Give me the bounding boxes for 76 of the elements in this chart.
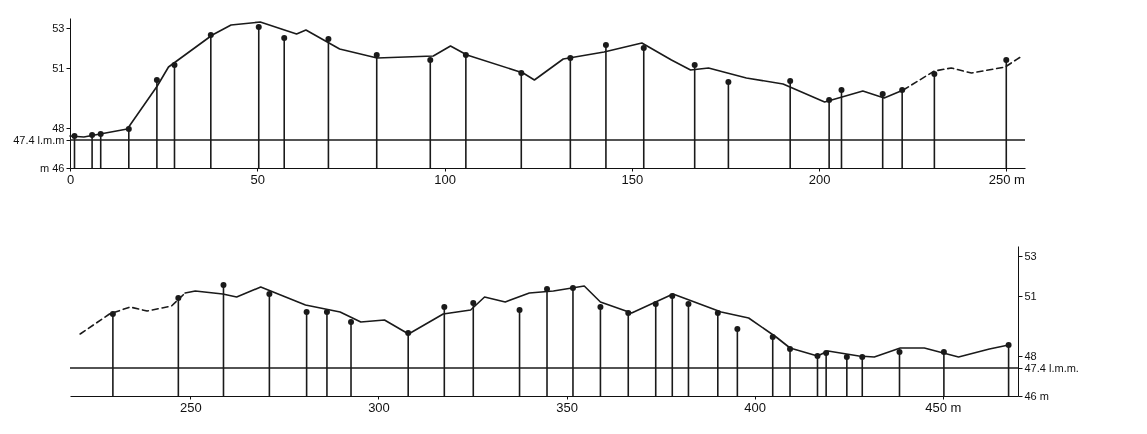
point <box>769 334 776 340</box>
point <box>931 71 938 77</box>
point <box>462 52 469 58</box>
point <box>1005 342 1012 348</box>
point <box>518 70 525 76</box>
x-tick-label: 400 <box>744 399 767 415</box>
x-tick-label: 250 <box>180 399 202 415</box>
point <box>544 286 551 292</box>
y-tick-label: 51 <box>52 61 65 74</box>
y2-tick-label: 47.4 l.m.m. <box>1024 361 1079 374</box>
point <box>669 293 676 299</box>
x-tick-label: 100 <box>434 171 456 187</box>
point <box>427 57 434 63</box>
point <box>441 304 448 310</box>
point <box>597 304 604 310</box>
y2-tick-label: 53 <box>1024 249 1037 262</box>
x-tick-label: 300 <box>368 399 390 415</box>
point <box>899 87 906 93</box>
y-tick-label: 53 <box>52 21 65 34</box>
point <box>691 62 698 68</box>
point <box>348 319 355 325</box>
y2-tick-label: 51 <box>1024 289 1037 302</box>
point <box>125 126 132 132</box>
point <box>823 350 830 356</box>
point <box>838 87 845 93</box>
point <box>207 32 214 38</box>
y2-tick-label: 46 m <box>1024 389 1049 402</box>
point <box>303 309 310 315</box>
x-tick-label: 150 <box>621 171 644 187</box>
point <box>405 330 412 336</box>
point <box>826 97 833 103</box>
point <box>323 309 330 315</box>
point <box>640 45 647 51</box>
point <box>569 285 576 291</box>
point <box>652 301 659 307</box>
point <box>567 55 574 61</box>
point <box>940 349 947 355</box>
y-tick-label: 48 <box>52 121 65 134</box>
point <box>325 36 332 42</box>
point <box>843 354 850 360</box>
y-tick-label: m 46 <box>40 161 65 174</box>
point <box>896 349 903 355</box>
point <box>734 326 741 332</box>
point <box>714 310 721 316</box>
point <box>725 79 732 85</box>
point <box>787 346 794 352</box>
point <box>171 62 178 68</box>
point <box>109 311 116 317</box>
x-tick-label: 200 <box>808 171 831 187</box>
point <box>255 24 262 30</box>
x-tick-label: 450 m <box>925 399 962 415</box>
point <box>879 91 886 97</box>
x-tick-label: 350 <box>556 399 578 415</box>
point <box>859 354 866 360</box>
point <box>814 353 821 359</box>
point <box>1003 57 1010 63</box>
point <box>787 78 794 84</box>
x-tick-label: 50 <box>250 171 265 187</box>
x-tick-label: 0 <box>66 171 75 187</box>
point <box>266 291 273 297</box>
point <box>97 131 104 137</box>
x-tick-label: 250 m <box>988 171 1025 187</box>
point <box>281 35 288 41</box>
y2-tick-label: 48 <box>1024 349 1037 362</box>
point <box>373 52 380 58</box>
point <box>625 310 632 316</box>
y-tick-label: 47.4 l.m.m <box>13 133 65 146</box>
point <box>71 133 78 139</box>
point <box>470 300 477 306</box>
point <box>602 42 609 48</box>
point <box>175 295 182 301</box>
point <box>89 132 96 138</box>
point <box>516 307 523 313</box>
point <box>685 301 692 307</box>
point <box>220 282 227 288</box>
point <box>153 77 160 83</box>
